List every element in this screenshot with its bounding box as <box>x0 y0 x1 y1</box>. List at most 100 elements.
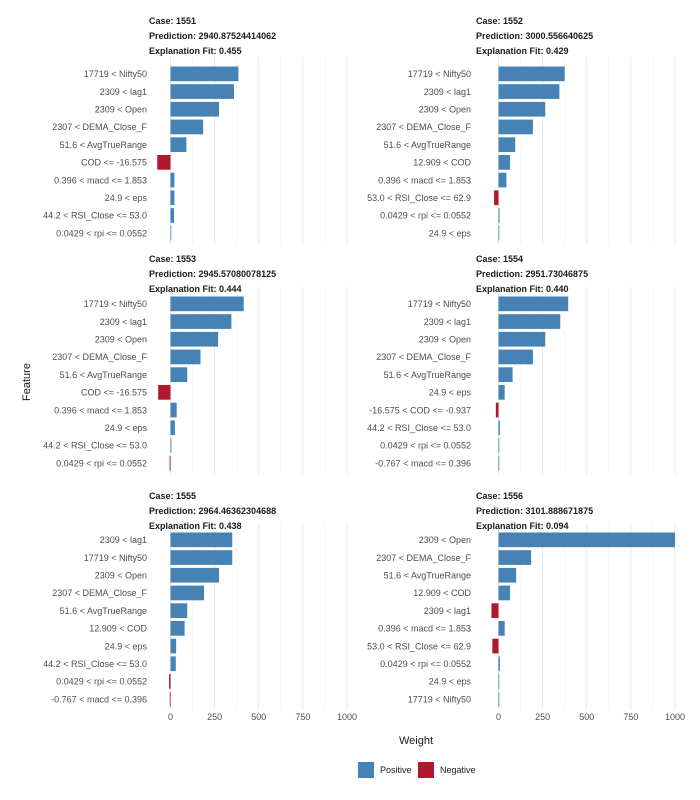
x-tick-label: 750 <box>295 712 310 722</box>
feature-label: COD <= -16.575 <box>81 388 147 398</box>
bar <box>170 101 220 117</box>
bar <box>170 296 244 312</box>
panel-fit: Explanation Fit: 0.429 <box>476 46 569 56</box>
bar <box>498 101 546 117</box>
feature-label: 17719 < Nifty50 <box>84 69 147 79</box>
bar <box>498 349 533 365</box>
y-axis-title: Feature <box>21 363 33 401</box>
feature-label: 53.0 < RSI_Close <= 62.9 <box>367 193 471 203</box>
bar <box>170 119 204 135</box>
feature-label: 2309 < lag1 <box>424 606 471 616</box>
bar <box>170 84 235 99</box>
bar <box>170 225 172 241</box>
x-axis-title: Weight <box>399 735 434 747</box>
panel-fit: Explanation Fit: 0.455 <box>149 46 242 56</box>
bar <box>492 638 499 654</box>
panel-fit: Explanation Fit: 0.444 <box>149 284 242 294</box>
feature-label: 2307 < DEMA_Close_F <box>376 553 471 563</box>
feature-label: 51.6 < AvgTrueRange <box>60 140 147 150</box>
panel-prediction: Prediction: 3101.888671875 <box>476 506 594 516</box>
legend-label-negative: Negative <box>440 765 476 775</box>
panel-case: Case: 1553 <box>149 254 197 264</box>
legend-key-positive <box>358 762 374 778</box>
feature-label: 0.396 < macd <= 1.853 <box>378 175 471 185</box>
bar <box>170 656 176 672</box>
feature-label: 0.396 < macd <= 1.853 <box>54 405 147 415</box>
feature-label: 2307 < DEMA_Close_F <box>52 588 147 598</box>
feature-label: 2307 < DEMA_Close_F <box>376 122 471 132</box>
bar <box>170 66 239 82</box>
feature-label: 51.6 < AvgTrueRange <box>384 140 471 150</box>
feature-label: 51.6 < AvgTrueRange <box>60 606 147 616</box>
feature-label: 17719 < Nifty50 <box>408 299 471 309</box>
panel-case: Case: 1552 <box>476 16 524 26</box>
feature-label: 2307 < DEMA_Close_F <box>52 122 147 132</box>
panel-prediction: Prediction: 3000.556640625 <box>476 31 594 41</box>
bar <box>498 225 500 241</box>
bar <box>498 119 533 135</box>
panel-case: Case: 1554 <box>476 254 524 264</box>
bar <box>498 155 510 170</box>
feature-label: 24.9 < eps <box>105 423 148 433</box>
feature-label: 2309 < lag1 <box>100 317 147 327</box>
x-tick-label: 0 <box>168 712 173 722</box>
feature-label: 2307 < DEMA_Close_F <box>376 352 471 362</box>
feature-label: 17719 < Nifty50 <box>408 69 471 79</box>
feature-label: 0.0429 < rpi <= 0.0552 <box>56 458 147 468</box>
feature-label: 44.2 < RSI_Close <= 53.0 <box>43 441 147 451</box>
bar <box>169 674 171 689</box>
bar <box>498 674 500 689</box>
bar <box>498 367 513 382</box>
feature-label: 2309 < lag1 <box>100 535 147 545</box>
bar <box>170 172 175 188</box>
bar <box>170 137 187 152</box>
feature-label: 2309 < lag1 <box>100 87 147 97</box>
feature-label: 0.0429 < rpi <= 0.0552 <box>380 441 471 451</box>
legend-label-positive: Positive <box>380 765 412 775</box>
bar <box>170 314 232 329</box>
bar <box>170 621 185 636</box>
bar <box>498 137 516 152</box>
panel-prediction: Prediction: 2964.46362304688 <box>149 506 277 516</box>
bar <box>498 208 500 223</box>
bar <box>170 550 233 565</box>
feature-label: 0.0429 < rpi <= 0.0552 <box>380 211 471 221</box>
panel-prediction: Prediction: 2940.87524414062 <box>149 31 277 41</box>
feature-label: 2309 < lag1 <box>424 317 471 327</box>
panel-case: Case: 1555 <box>149 491 197 501</box>
feature-label: 12.909 < COD <box>413 158 471 168</box>
bar <box>498 455 500 471</box>
bar <box>170 438 172 453</box>
feature-label: 12.909 < COD <box>89 624 147 634</box>
panel-case: Case: 1556 <box>476 491 524 501</box>
bar <box>170 532 233 548</box>
x-tick-label: 250 <box>535 712 550 722</box>
bar <box>169 691 171 707</box>
bar <box>170 638 177 654</box>
bar <box>498 420 500 436</box>
panel-case: Case: 1551 <box>149 16 197 26</box>
bar <box>157 155 171 170</box>
bar <box>498 172 507 188</box>
feature-label: 2309 < Open <box>419 104 471 114</box>
feature-label: 17719 < Nifty50 <box>408 694 471 704</box>
feature-label: 12.909 < COD <box>413 588 471 598</box>
bar <box>498 656 500 672</box>
bar <box>498 438 500 453</box>
bar <box>498 66 565 82</box>
bar <box>170 349 201 365</box>
feature-label: 44.2 < RSI_Close <= 53.0 <box>367 423 471 433</box>
feature-label: 2309 < Open <box>95 570 147 580</box>
bar <box>494 190 499 206</box>
feature-label: 0.0429 < rpi <= 0.0552 <box>56 677 147 687</box>
bar <box>495 402 499 418</box>
feature-label: 2309 < Open <box>419 334 471 344</box>
bar <box>498 385 505 400</box>
bar <box>170 567 220 583</box>
feature-label: -0.767 < macd <= 0.396 <box>51 694 147 704</box>
bar <box>498 691 500 707</box>
feature-label: 53.0 < RSI_Close <= 62.9 <box>367 641 471 651</box>
feature-label: 17719 < Nifty50 <box>84 553 147 563</box>
